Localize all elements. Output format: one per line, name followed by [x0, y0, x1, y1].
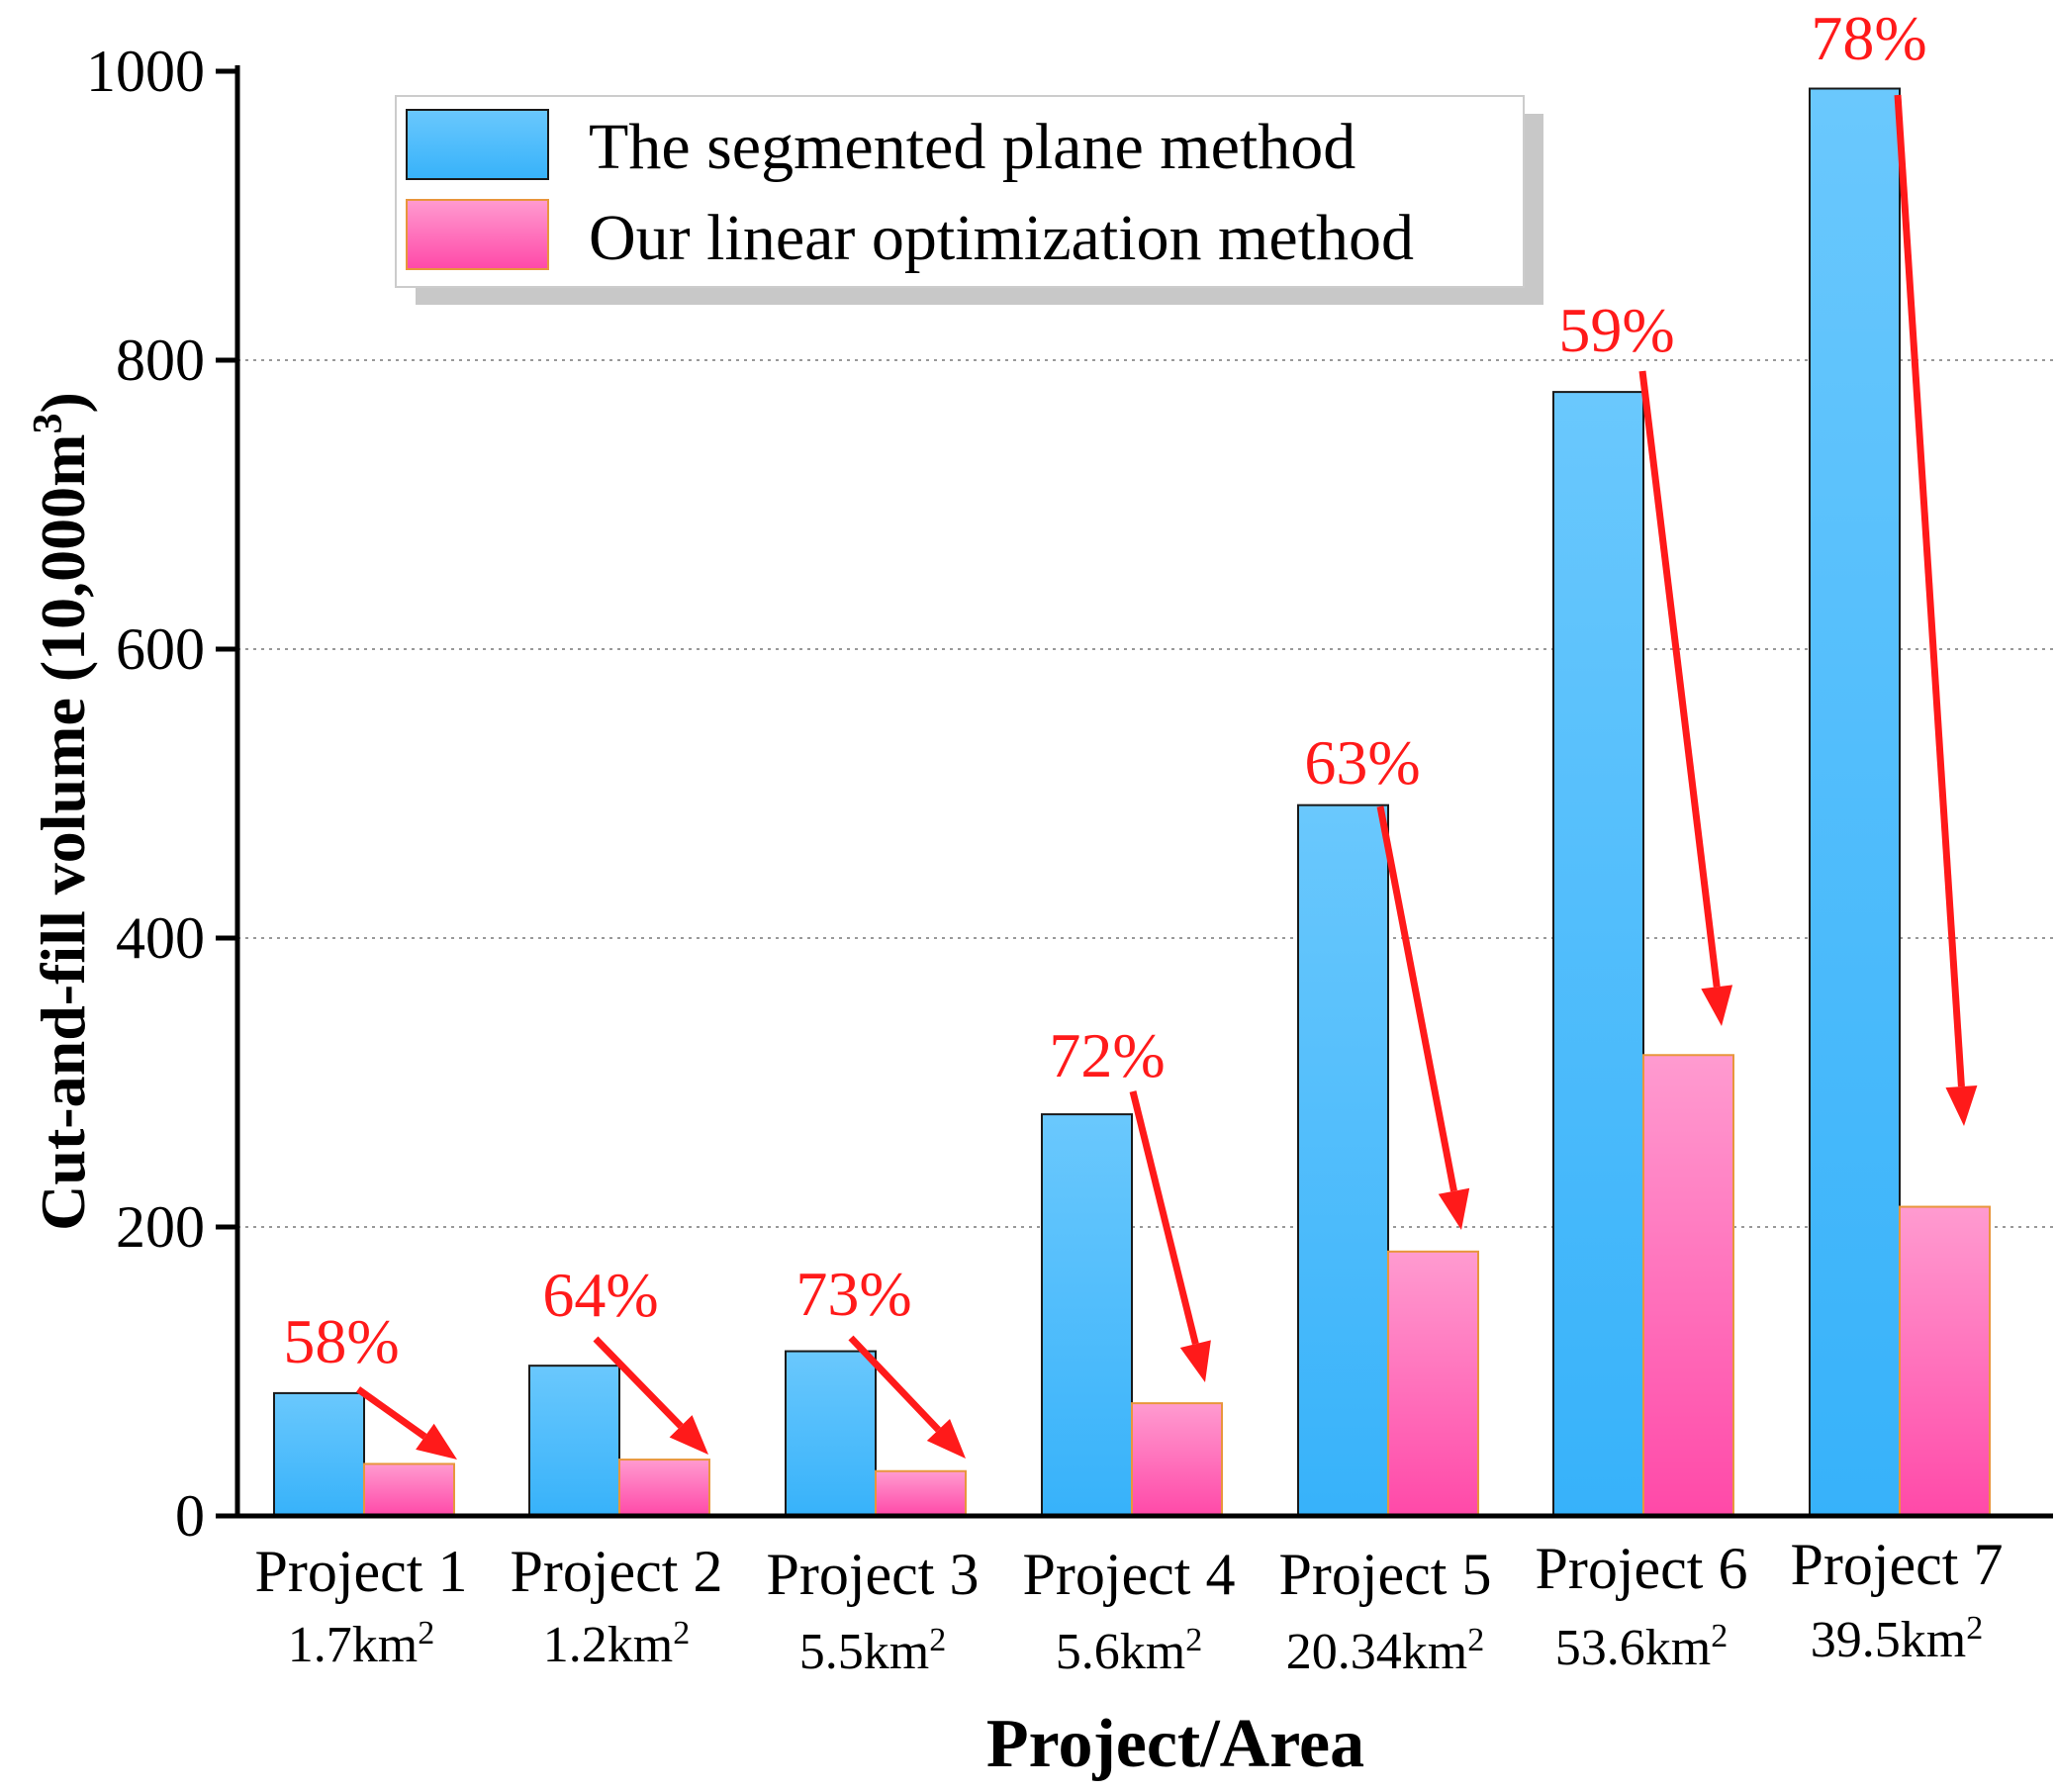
- bar-segmented-2: [528, 1365, 620, 1518]
- reduction-percent-label: 59%: [1558, 295, 1674, 365]
- bar-segmented-6: [1552, 391, 1644, 1517]
- reduction-percent-label: 73%: [795, 1259, 911, 1329]
- bar-linear-2: [618, 1459, 710, 1518]
- bar-segmented-4: [1041, 1113, 1133, 1517]
- bars: [273, 87, 1991, 1518]
- x-tick-label: Project 2: [511, 1539, 723, 1604]
- reduction-percent-label: 64%: [542, 1260, 658, 1330]
- reduction-arrow: [1129, 1090, 1199, 1346]
- reduction-percent-label: 72%: [1049, 1020, 1165, 1090]
- bar-linear-5: [1387, 1250, 1479, 1517]
- reduction-arrow: [1638, 370, 1721, 988]
- y-tick-label: 200: [116, 1194, 205, 1260]
- legend-swatch-segmented: [406, 109, 549, 180]
- bar-linear-1: [363, 1462, 455, 1517]
- legend-box: [395, 95, 1525, 288]
- bar-linear-6: [1642, 1054, 1734, 1517]
- x-tick-label: Project 1: [255, 1539, 468, 1604]
- reduction-arrow: [1376, 805, 1457, 1192]
- x-area-label: 5.5km2: [799, 1622, 946, 1681]
- y-tick-label: 600: [116, 616, 205, 682]
- x-area-label: 1.2km2: [543, 1615, 690, 1674]
- y-tick-label: 0: [175, 1483, 205, 1549]
- ticks: 0 200 400 600 800 1000 Project 1 1.7km2 Project …: [86, 39, 2003, 1680]
- reduction-arrow-head: [1701, 985, 1733, 1026]
- reduction-arrow-head: [669, 1415, 708, 1455]
- reduction-arrow-head: [926, 1418, 966, 1459]
- legend-label: The segmented plane method: [589, 111, 1355, 183]
- reduction-arrow-head: [1179, 1340, 1211, 1382]
- annotations: 58% 64% 73% 72% 63% 59% 78%: [283, 3, 1978, 1460]
- x-tick-label: Project 4: [1023, 1542, 1236, 1607]
- reduction-arrow: [355, 1386, 427, 1440]
- reduction-arrow-head: [1438, 1187, 1470, 1230]
- x-axis-title: Project/Area: [986, 1706, 1364, 1782]
- y-tick-label: 1000: [86, 39, 205, 104]
- reduction-arrow: [1894, 94, 1965, 1087]
- y-axis-title: Cut-and-fill volume (10,000m3): [26, 392, 98, 1231]
- gridlines: [237, 359, 2053, 1228]
- bar-linear-3: [875, 1469, 967, 1517]
- x-area-label: 20.34km2: [1286, 1622, 1484, 1681]
- bar-segmented-1: [273, 1391, 365, 1518]
- x-area-label: 39.5km2: [1811, 1610, 1983, 1669]
- axis-titles: Project/Area Cut-and-fill volume (10,000m…: [26, 392, 1364, 1782]
- bar-linear-7: [1899, 1205, 1991, 1518]
- legend-label: Our linear optimization method: [589, 202, 1414, 274]
- x-tick-label: Project 3: [767, 1542, 980, 1607]
- reduction-arrow: [848, 1335, 941, 1433]
- reduction-percent-label: 58%: [283, 1306, 399, 1376]
- legend-swatch-linear: [406, 199, 549, 270]
- x-tick-label: Project 5: [1279, 1542, 1492, 1607]
- reduction-arrow: [593, 1336, 684, 1429]
- x-area-label: 5.6km2: [1056, 1622, 1202, 1681]
- reduction-percent-label: 78%: [1811, 3, 1926, 73]
- y-tick-label: 800: [116, 328, 205, 393]
- reduction-percent-label: 63%: [1304, 727, 1420, 798]
- x-tick-label: Project 7: [1791, 1532, 2004, 1597]
- axes: [234, 65, 2053, 1519]
- x-area-label: 1.7km2: [288, 1615, 434, 1674]
- bar-linear-4: [1131, 1402, 1223, 1517]
- reduction-arrow-head: [1945, 1085, 1978, 1126]
- x-tick-label: Project 6: [1536, 1536, 1748, 1601]
- x-area-label: 53.6km2: [1555, 1618, 1728, 1677]
- reduction-arrow-head: [416, 1423, 457, 1460]
- bar-segmented-3: [785, 1350, 877, 1518]
- bar-segmented-5: [1297, 803, 1389, 1517]
- bar-segmented-7: [1809, 87, 1901, 1517]
- legend: The segmented plane method Our linear opt…: [395, 95, 1543, 305]
- y-tick-label: 400: [116, 905, 205, 971]
